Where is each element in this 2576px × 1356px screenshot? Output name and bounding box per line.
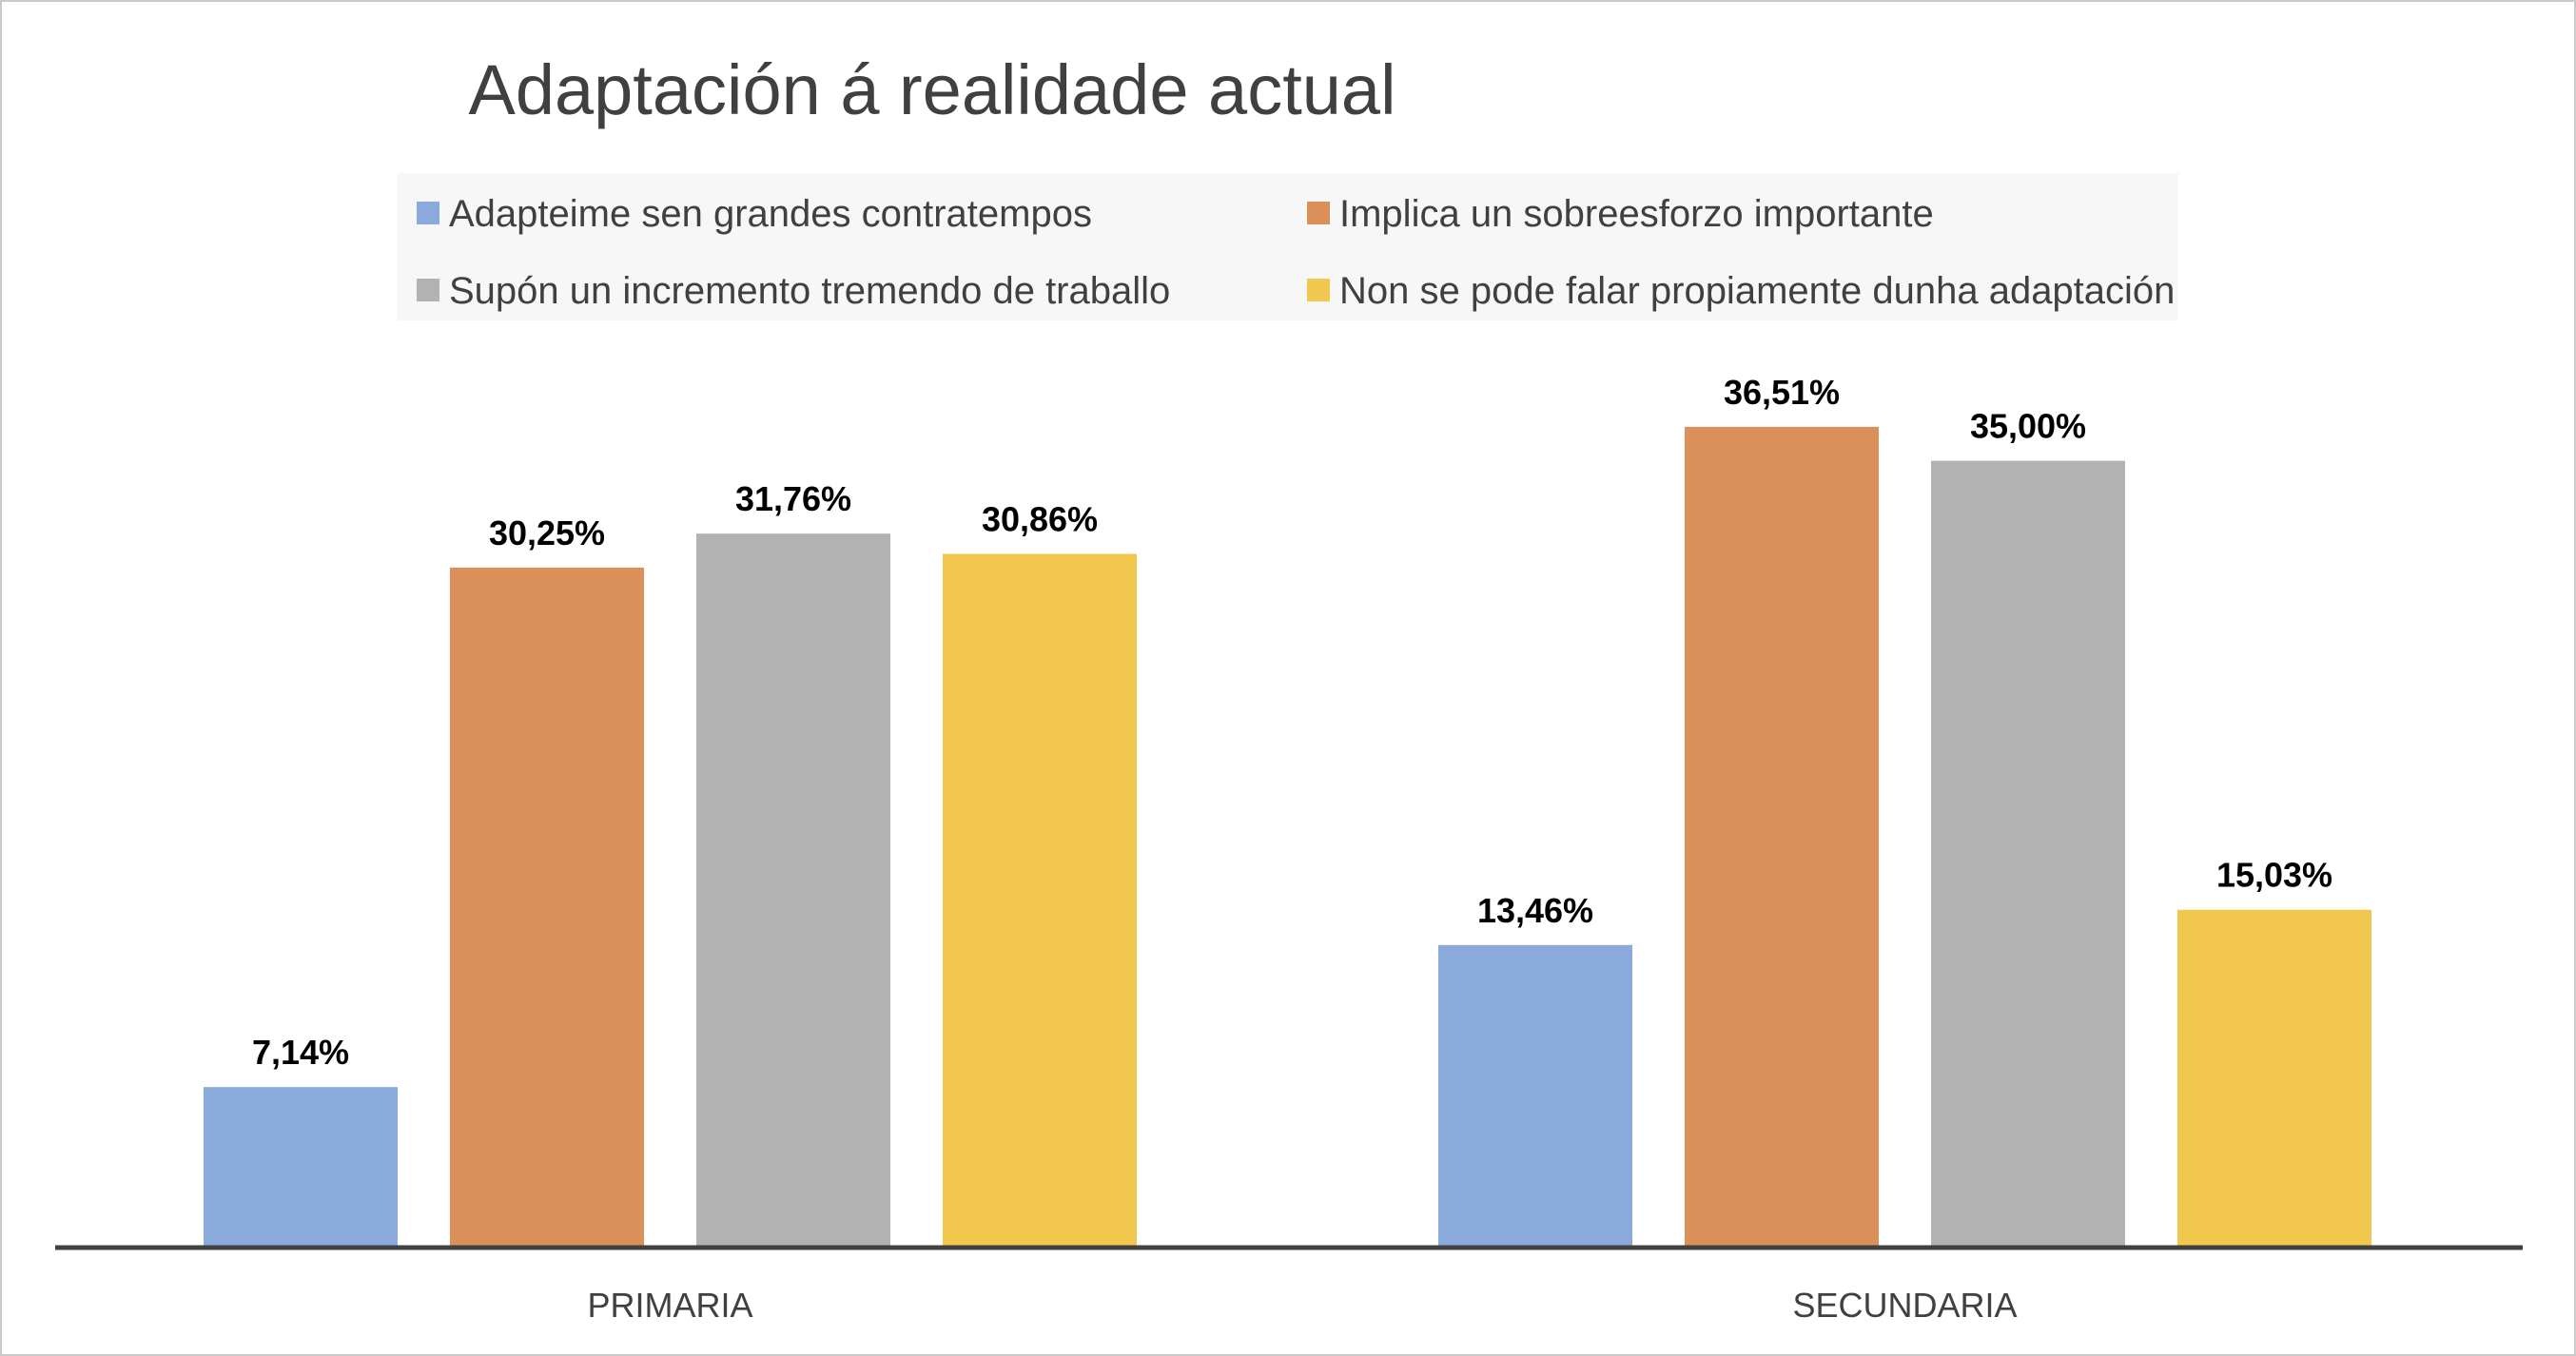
bar-primaria-series-1 [204, 1087, 398, 1248]
data-label-primaria-series-4: 30,86% [982, 499, 1098, 538]
legend-label-2: Implica un sobreesforzo importante [1339, 193, 1934, 235]
bar-secundaria-series-2 [1685, 426, 1879, 1249]
bar-primaria-series-2 [450, 567, 644, 1248]
legend-swatch-2 [1307, 202, 1330, 224]
data-label-secundaria-series-3: 35,00% [1970, 407, 2086, 446]
legend-label-3: Supón un incremento tremendo de traballo [449, 270, 1170, 312]
category-label-secundaria: SECUNDARIA [1792, 1286, 2017, 1325]
bars [204, 426, 2371, 1249]
bar-secundaria-series-1 [1438, 944, 1632, 1248]
legend-swatch-4 [1307, 279, 1330, 301]
legend-swatch-3 [417, 279, 439, 301]
chart-title: Adaptación á realidade actual [468, 50, 1395, 129]
bar-primaria-series-4 [943, 553, 1137, 1248]
data-labels: 7,14% 30,25% 31,76% 30,86% 13,46% 36,51% 35,00… [252, 373, 2332, 1072]
bar-secundaria-series-3 [1931, 460, 2125, 1249]
legend-label-4: Non se pode falar propiamente dunha adap… [1339, 270, 2175, 312]
data-label-secundaria-series-1: 13,46% [1477, 891, 1593, 930]
legend-swatch-1 [417, 202, 439, 224]
data-label-primaria-series-1: 7,14% [252, 1033, 349, 1072]
legend-label-1: Adapteime sen grandes contratempos [449, 193, 1092, 235]
bar-primaria-series-3 [696, 533, 890, 1248]
legend: Adapteime sen grandes contratempos Implic… [417, 193, 2175, 312]
data-label-secundaria-series-4: 15,03% [2216, 856, 2332, 895]
data-label-primaria-series-3: 31,76% [735, 479, 851, 518]
category-labels: PRIMARIA SECUNDARIA [587, 1286, 2017, 1325]
legend-background [398, 173, 2178, 320]
data-label-secundaria-series-2: 36,51% [1724, 373, 1840, 412]
bar-secundaria-series-4 [2177, 909, 2371, 1248]
data-label-primaria-series-2: 30,25% [489, 513, 605, 552]
category-label-primaria: PRIMARIA [587, 1286, 752, 1325]
